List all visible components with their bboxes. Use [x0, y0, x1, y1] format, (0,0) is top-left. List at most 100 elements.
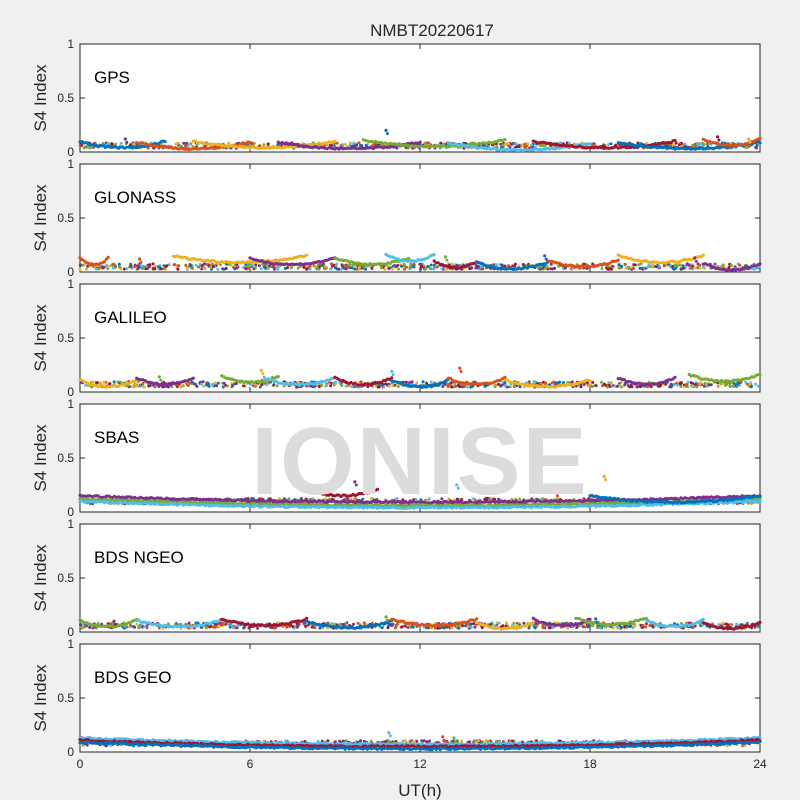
data-point [592, 143, 595, 147]
data-point [679, 385, 683, 389]
data-point [441, 385, 445, 388]
data-point [308, 267, 312, 271]
data-point [259, 368, 263, 372]
y-axis-label: S4 Index [31, 64, 50, 132]
data-point [504, 384, 508, 387]
data-point [157, 375, 161, 379]
data-point [345, 265, 349, 269]
data-point [633, 263, 637, 267]
data-point [136, 267, 140, 271]
data-point [379, 266, 383, 270]
data-point [329, 384, 333, 388]
data-point [686, 380, 690, 384]
data-point [138, 384, 142, 388]
y-tick-label: 0.5 [57, 91, 74, 105]
data-point [410, 382, 414, 386]
data-point [275, 384, 279, 388]
data-point [254, 266, 257, 270]
data-point [222, 381, 226, 385]
data-point [277, 265, 281, 269]
data-point [432, 253, 436, 257]
data-point [526, 142, 530, 146]
data-point [470, 266, 474, 270]
data-point [283, 267, 287, 270]
data-point [709, 383, 713, 387]
data-point [202, 384, 206, 388]
data-point [756, 384, 760, 388]
series-points [78, 252, 762, 272]
data-point [721, 263, 725, 267]
data-point [645, 142, 648, 145]
data-point [272, 383, 276, 387]
data-point [396, 384, 400, 388]
data-point [384, 128, 388, 132]
y-axis-label: S4 Index [31, 304, 50, 372]
data-point [591, 380, 595, 384]
data-point [469, 385, 473, 389]
y-tick-label: 0.5 [57, 211, 74, 225]
data-point [613, 384, 617, 388]
data-point [189, 264, 193, 268]
data-point [159, 267, 163, 271]
data-point [421, 380, 425, 384]
y-tick-label: 0 [67, 265, 74, 279]
data-point [329, 143, 333, 147]
data-point [675, 264, 679, 268]
data-point [397, 267, 400, 271]
data-point [503, 381, 507, 385]
data-point [197, 265, 201, 269]
panel-plot-area [79, 283, 761, 393]
data-point [262, 265, 266, 269]
series-points [78, 366, 762, 389]
data-point [275, 267, 279, 271]
data-point [419, 267, 422, 271]
data-point [139, 264, 143, 267]
data-point [102, 380, 106, 384]
data-point [142, 266, 146, 270]
data-point [341, 265, 345, 269]
data-point [635, 385, 639, 389]
data-point [348, 263, 352, 267]
data-point [123, 137, 127, 141]
data-point [733, 265, 737, 269]
data-point [199, 382, 203, 386]
data-point [496, 382, 500, 386]
data-point [428, 267, 432, 271]
data-point [352, 141, 356, 145]
data-point [539, 144, 543, 148]
data-point [603, 382, 607, 386]
data-point [600, 267, 604, 271]
data-point [694, 259, 698, 263]
data-point [738, 263, 742, 267]
data-point [185, 267, 189, 270]
data-point [673, 138, 677, 142]
data-point [266, 142, 270, 146]
data-point [439, 141, 443, 145]
data-point [443, 255, 448, 259]
data-point [302, 265, 306, 269]
data-point [546, 265, 550, 269]
data-point [404, 265, 408, 269]
data-point [142, 385, 146, 389]
data-point [248, 140, 252, 145]
data-point [341, 143, 345, 147]
data-point [129, 264, 132, 268]
data-point [409, 265, 413, 269]
data-point [357, 265, 361, 269]
data-point [190, 380, 194, 384]
data-point [606, 265, 610, 268]
data-point [715, 135, 720, 139]
data-point [567, 141, 571, 145]
data-point [454, 384, 458, 388]
data-point [459, 370, 463, 373]
data-point [754, 145, 758, 149]
data-point [503, 143, 507, 147]
data-point [747, 137, 751, 141]
data-point [224, 266, 228, 270]
data-point [681, 266, 685, 270]
data-point [244, 267, 248, 270]
series-points [78, 128, 762, 153]
data-point [163, 140, 167, 144]
